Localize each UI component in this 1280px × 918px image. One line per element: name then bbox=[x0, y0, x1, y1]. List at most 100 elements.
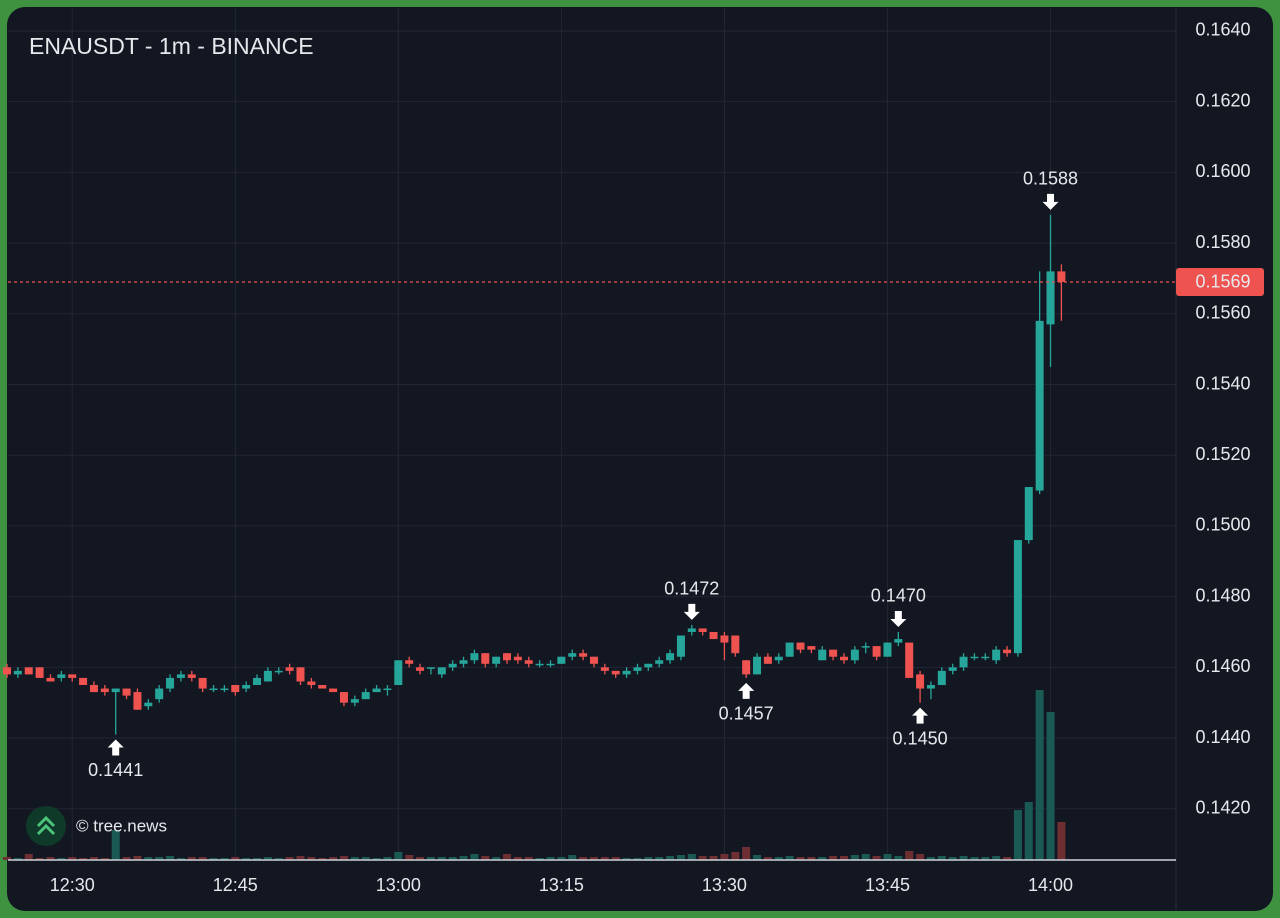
volume-bar bbox=[503, 854, 512, 860]
volume-bar bbox=[894, 856, 903, 860]
marker-arrow bbox=[683, 603, 700, 620]
volume-bar bbox=[655, 857, 664, 860]
volume-bar bbox=[589, 857, 598, 860]
candle-body bbox=[231, 685, 240, 693]
volume-bar bbox=[361, 857, 370, 860]
candle-body bbox=[176, 674, 185, 678]
candle-body bbox=[883, 642, 892, 657]
volume-bar bbox=[198, 857, 207, 860]
volume-bar bbox=[807, 857, 816, 860]
candle-body bbox=[285, 667, 294, 671]
marker-arrow bbox=[912, 707, 929, 724]
candle-body bbox=[3, 667, 11, 675]
volume-bar bbox=[492, 857, 501, 860]
volume-bar bbox=[24, 854, 33, 860]
volume-bar bbox=[796, 857, 805, 860]
candle-body bbox=[579, 653, 588, 657]
volume-bar bbox=[763, 857, 772, 860]
volume-bar bbox=[633, 858, 642, 860]
candle-body bbox=[970, 656, 979, 659]
volume-bar bbox=[426, 857, 435, 860]
candle-body bbox=[1057, 271, 1066, 282]
volume-bar bbox=[753, 855, 762, 860]
volume-bar bbox=[731, 852, 740, 860]
candle-layer bbox=[3, 214, 1066, 735]
y-tick-label: 0.1520 bbox=[1195, 444, 1250, 464]
candle-body bbox=[155, 688, 164, 700]
candle-body bbox=[405, 660, 414, 664]
volume-bar bbox=[742, 847, 751, 860]
volume-bar bbox=[416, 857, 425, 860]
volume-bar bbox=[1046, 712, 1055, 860]
candle-body bbox=[818, 649, 827, 661]
volume-bar bbox=[339, 856, 348, 860]
volume-bar bbox=[57, 858, 66, 860]
candle-body bbox=[111, 688, 120, 693]
volume-bar bbox=[709, 856, 718, 860]
watermark-logo bbox=[26, 806, 66, 846]
volume-bar bbox=[644, 857, 653, 860]
volume-bar bbox=[372, 858, 381, 860]
candle-body bbox=[644, 663, 653, 668]
candle-body bbox=[1035, 320, 1044, 491]
candle-body bbox=[209, 688, 218, 691]
volume-bar bbox=[687, 854, 696, 860]
volume-bar bbox=[448, 857, 457, 860]
x-tick-label: 14:00 bbox=[1028, 875, 1073, 895]
candle-body bbox=[600, 667, 609, 671]
volume-bar bbox=[155, 857, 164, 860]
marker-arrow bbox=[1042, 193, 1059, 210]
volume-layer bbox=[3, 690, 1066, 860]
volume-bar bbox=[470, 854, 479, 860]
candle-body bbox=[698, 628, 707, 632]
candle-body bbox=[448, 663, 457, 668]
volume-bar bbox=[611, 857, 620, 860]
candle-body bbox=[426, 667, 435, 669]
candle-body bbox=[785, 642, 794, 657]
volume-bar bbox=[144, 857, 153, 860]
candle-body bbox=[503, 653, 512, 661]
volume-bar bbox=[68, 857, 77, 860]
volume-bar bbox=[524, 857, 533, 860]
volume-bar bbox=[437, 857, 446, 860]
candle-body bbox=[242, 685, 251, 689]
candle-body bbox=[220, 688, 229, 691]
volume-bar bbox=[111, 830, 120, 860]
candle-body bbox=[296, 667, 305, 682]
volume-bar bbox=[263, 857, 272, 860]
candle-body bbox=[774, 656, 783, 661]
candle-body bbox=[24, 667, 33, 675]
volume-bar bbox=[285, 857, 294, 860]
volume-bar bbox=[676, 855, 685, 860]
candle-body bbox=[361, 692, 370, 700]
candle-body bbox=[318, 685, 327, 689]
volume-bar bbox=[839, 856, 848, 860]
y-tick-label: 0.1480 bbox=[1195, 585, 1250, 605]
volume-bar bbox=[720, 854, 729, 860]
candle-body bbox=[437, 667, 446, 675]
candle-body bbox=[981, 656, 990, 659]
candle-body bbox=[687, 628, 696, 632]
volume-bar bbox=[122, 857, 131, 860]
candle-body bbox=[470, 653, 479, 661]
candle-body bbox=[383, 688, 392, 691]
volume-bar bbox=[818, 857, 827, 860]
marker-label: 0.1450 bbox=[893, 728, 948, 748]
marker-label: 0.1441 bbox=[88, 760, 143, 780]
volume-bar bbox=[970, 857, 979, 860]
volume-bar bbox=[394, 852, 403, 860]
y-tick-label: 0.1540 bbox=[1195, 373, 1250, 393]
candle-body bbox=[861, 646, 870, 648]
candle-body bbox=[263, 670, 272, 682]
volume-bar bbox=[916, 854, 925, 860]
candle-body bbox=[753, 656, 762, 675]
marker-arrow bbox=[107, 739, 124, 756]
candle-body bbox=[100, 688, 109, 693]
volume-bar bbox=[100, 858, 109, 860]
y-tick-label: 0.1620 bbox=[1195, 90, 1250, 110]
candle-body bbox=[198, 677, 207, 689]
candle-body bbox=[350, 699, 359, 703]
volume-bar bbox=[992, 856, 1001, 860]
volume-bar bbox=[1024, 802, 1033, 860]
